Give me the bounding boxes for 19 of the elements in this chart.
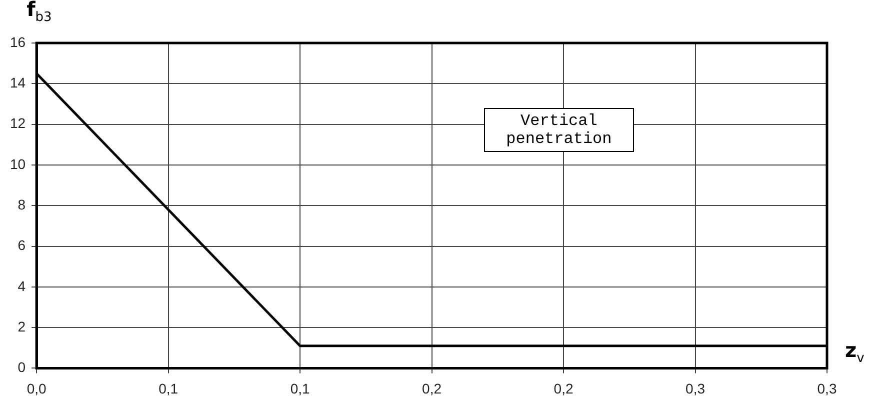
y-tick-label: 14 xyxy=(10,74,26,91)
x-axis-title: z$_{v}$ xyxy=(845,338,864,366)
x-tick-label: 0,3 xyxy=(817,380,837,396)
x-tick-label: 0,1 xyxy=(158,380,178,396)
annotation: Vertical penetration xyxy=(484,108,634,152)
x-tick-label: 0,0 xyxy=(26,380,47,396)
x-tick-label: 0,3 xyxy=(686,380,706,396)
y-tick-label: 6 xyxy=(18,237,26,254)
y-tick-label: 12 xyxy=(10,115,26,132)
x-tick-label: 0,2 xyxy=(554,380,574,396)
y-tick-label: 0 xyxy=(18,359,26,376)
x-tick-label: 0,2 xyxy=(422,380,442,396)
y-tick-label: 2 xyxy=(18,318,26,334)
y-tick-label: 10 xyxy=(10,156,26,172)
y-axis-title: f$_{b3}$ xyxy=(26,0,52,25)
y-tick-label: 16 xyxy=(10,34,26,50)
x-tick-label: 0,1 xyxy=(290,380,310,396)
y-tick-label: 4 xyxy=(18,278,26,294)
y-tick-label: 8 xyxy=(18,196,26,212)
